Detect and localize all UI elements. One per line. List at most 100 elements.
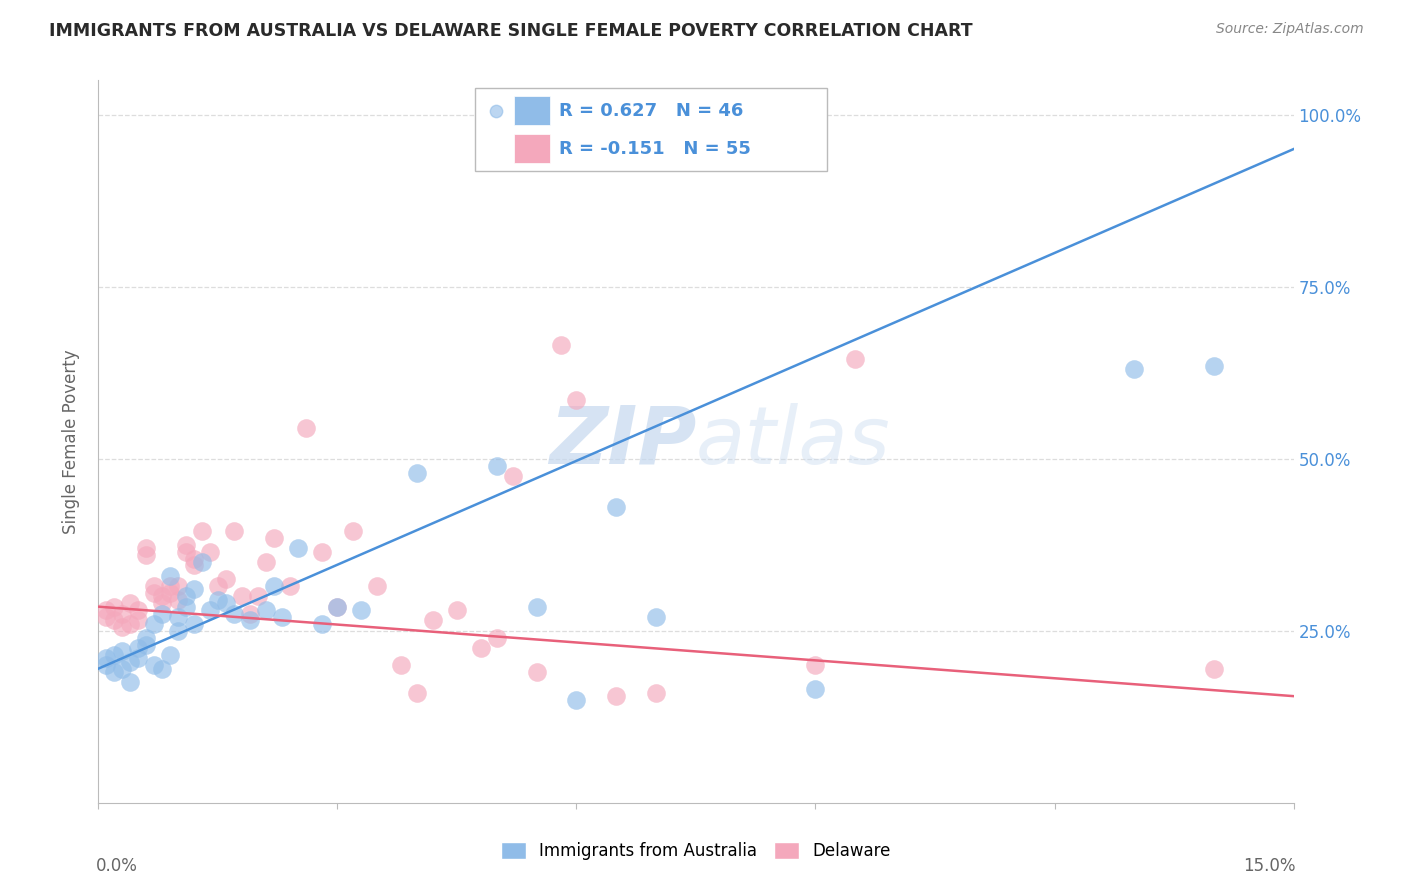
Point bbox=[96, 651, 118, 665]
Point bbox=[207, 579, 229, 593]
Point bbox=[311, 544, 333, 558]
Y-axis label: Single Female Poverty: Single Female Poverty bbox=[62, 350, 80, 533]
Point bbox=[111, 662, 134, 676]
Point bbox=[96, 658, 118, 673]
Point bbox=[183, 558, 205, 573]
Point bbox=[103, 599, 125, 614]
Point bbox=[270, 610, 292, 624]
Point bbox=[645, 610, 668, 624]
Point bbox=[278, 579, 301, 593]
Point bbox=[120, 596, 142, 610]
Point bbox=[183, 616, 205, 631]
Point bbox=[485, 631, 508, 645]
Point bbox=[174, 538, 197, 552]
Point bbox=[111, 607, 134, 621]
Point bbox=[143, 579, 166, 593]
Point bbox=[135, 541, 157, 556]
Point bbox=[326, 599, 349, 614]
Point bbox=[550, 338, 572, 352]
Point bbox=[103, 648, 125, 662]
FancyBboxPatch shape bbox=[475, 87, 827, 170]
Point bbox=[96, 603, 118, 617]
Point bbox=[804, 658, 827, 673]
Point bbox=[150, 662, 173, 676]
Point bbox=[96, 610, 118, 624]
Point bbox=[526, 599, 548, 614]
Point bbox=[287, 541, 309, 556]
Text: Source: ZipAtlas.com: Source: ZipAtlas.com bbox=[1216, 22, 1364, 37]
Point bbox=[605, 500, 627, 514]
Point bbox=[239, 614, 262, 628]
Point bbox=[311, 616, 333, 631]
Point bbox=[406, 466, 429, 480]
Point bbox=[207, 592, 229, 607]
Point bbox=[263, 531, 285, 545]
Point bbox=[127, 603, 149, 617]
Point bbox=[246, 590, 269, 604]
Point bbox=[1202, 662, 1225, 676]
Point bbox=[150, 596, 173, 610]
Point bbox=[844, 351, 866, 366]
Point bbox=[254, 603, 277, 617]
Point bbox=[222, 524, 245, 538]
Point bbox=[143, 586, 166, 600]
Point bbox=[127, 640, 149, 655]
Point bbox=[1123, 362, 1146, 376]
Point bbox=[174, 590, 197, 604]
Text: IMMIGRANTS FROM AUSTRALIA VS DELAWARE SINGLE FEMALE POVERTY CORRELATION CHART: IMMIGRANTS FROM AUSTRALIA VS DELAWARE SI… bbox=[49, 22, 973, 40]
Text: 0.0%: 0.0% bbox=[96, 857, 138, 875]
Text: R = 0.627   N = 46: R = 0.627 N = 46 bbox=[558, 102, 742, 120]
Point bbox=[645, 686, 668, 700]
Point bbox=[143, 616, 166, 631]
Point bbox=[389, 658, 412, 673]
Point bbox=[183, 582, 205, 597]
Point bbox=[565, 393, 588, 408]
Point bbox=[159, 648, 181, 662]
Point bbox=[406, 686, 429, 700]
Text: atlas: atlas bbox=[696, 402, 891, 481]
Text: R = -0.151   N = 55: R = -0.151 N = 55 bbox=[558, 140, 751, 158]
Point bbox=[470, 640, 492, 655]
Text: 15.0%: 15.0% bbox=[1243, 857, 1296, 875]
Point bbox=[174, 544, 197, 558]
Point bbox=[215, 572, 238, 586]
Point bbox=[103, 614, 125, 628]
Point bbox=[167, 624, 190, 638]
Point bbox=[485, 458, 508, 473]
Point bbox=[135, 631, 157, 645]
Point bbox=[263, 579, 285, 593]
FancyBboxPatch shape bbox=[515, 135, 550, 163]
Point bbox=[111, 644, 134, 658]
Point bbox=[191, 555, 214, 569]
Point bbox=[174, 599, 197, 614]
Point bbox=[446, 603, 468, 617]
Point bbox=[143, 658, 166, 673]
Point bbox=[167, 579, 190, 593]
Point bbox=[120, 675, 142, 690]
Point bbox=[294, 421, 316, 435]
Point bbox=[127, 614, 149, 628]
Point bbox=[342, 524, 364, 538]
Point bbox=[167, 610, 190, 624]
Point bbox=[167, 592, 190, 607]
Point bbox=[350, 603, 373, 617]
Legend: Immigrants from Australia, Delaware: Immigrants from Australia, Delaware bbox=[495, 835, 897, 867]
Point bbox=[150, 607, 173, 621]
Point bbox=[159, 586, 181, 600]
Point bbox=[605, 689, 627, 703]
Point bbox=[239, 607, 262, 621]
Point bbox=[120, 655, 142, 669]
Point bbox=[159, 579, 181, 593]
Point bbox=[183, 551, 205, 566]
FancyBboxPatch shape bbox=[515, 96, 550, 125]
Point bbox=[1202, 359, 1225, 373]
Point bbox=[103, 665, 125, 679]
Point bbox=[502, 469, 524, 483]
Point bbox=[111, 620, 134, 634]
Point bbox=[198, 603, 221, 617]
Point bbox=[135, 548, 157, 562]
Text: ZIP: ZIP bbox=[548, 402, 696, 481]
Point bbox=[159, 568, 181, 582]
Point bbox=[254, 555, 277, 569]
Point bbox=[215, 596, 238, 610]
